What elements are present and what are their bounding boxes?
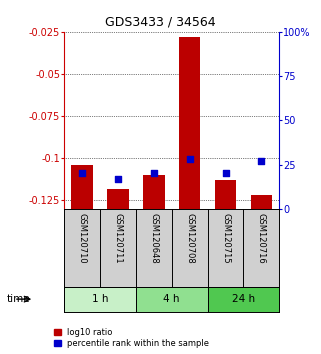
Bar — [251, 195, 272, 209]
Text: 4 h: 4 h — [163, 294, 180, 304]
Point — [116, 176, 121, 182]
Text: 1 h: 1 h — [92, 294, 108, 304]
Point — [259, 158, 264, 164]
Bar — [215, 180, 236, 209]
Point — [151, 171, 156, 176]
Bar — [107, 189, 129, 209]
Text: GSM120711: GSM120711 — [113, 213, 123, 263]
Bar — [179, 37, 200, 209]
Text: GSM120648: GSM120648 — [149, 213, 158, 263]
Text: time: time — [6, 294, 30, 304]
Bar — [208, 287, 279, 312]
Text: GSM120708: GSM120708 — [185, 213, 194, 263]
Bar — [143, 175, 165, 209]
Point — [80, 171, 85, 176]
Bar — [64, 287, 136, 312]
Text: GSM120710: GSM120710 — [78, 213, 87, 263]
Text: 24 h: 24 h — [232, 294, 255, 304]
Bar — [136, 287, 208, 312]
Text: GSM120715: GSM120715 — [221, 213, 230, 263]
Legend: log10 ratio, percentile rank within the sample: log10 ratio, percentile rank within the … — [52, 326, 211, 350]
Point — [187, 156, 192, 162]
Text: GDS3433 / 34564: GDS3433 / 34564 — [105, 16, 216, 29]
Bar — [71, 165, 93, 209]
Text: GSM120716: GSM120716 — [257, 213, 266, 263]
Point — [223, 171, 228, 176]
